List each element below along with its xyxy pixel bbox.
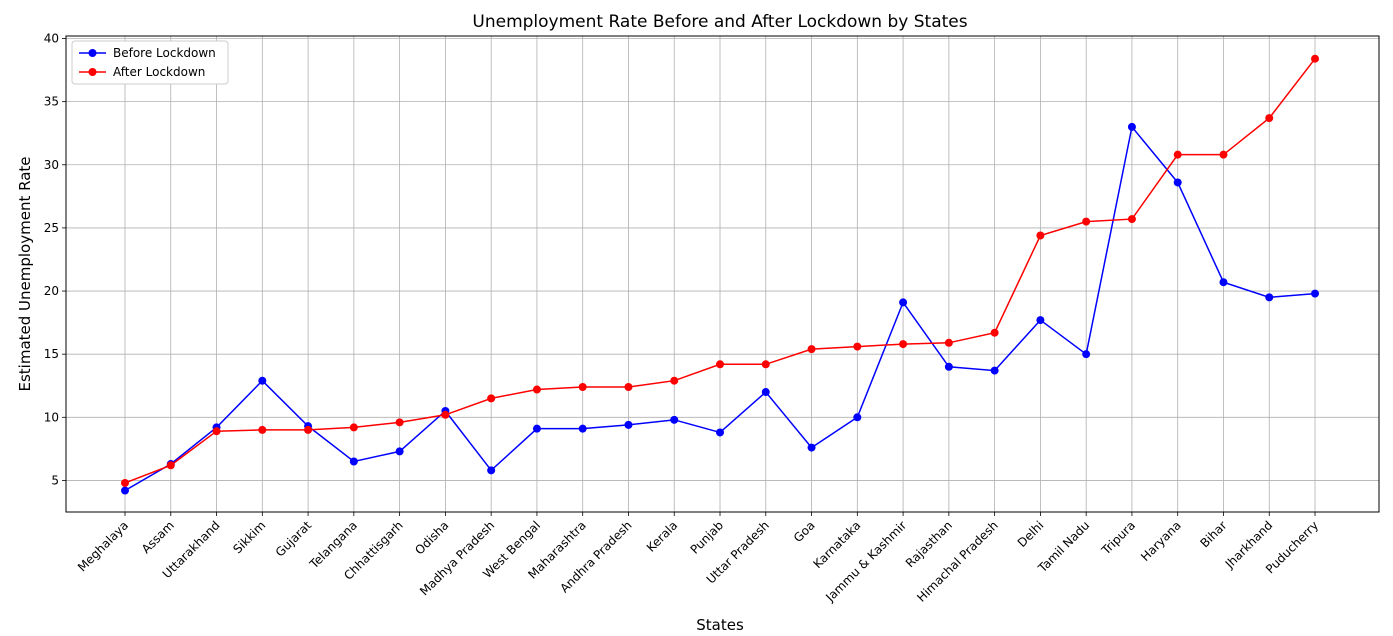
data-point-after-lockdown	[258, 425, 267, 434]
data-point-before-lockdown	[670, 415, 679, 424]
data-point-before-lockdown	[899, 298, 908, 307]
data-point-after-lockdown	[532, 385, 541, 394]
data-point-before-lockdown	[578, 424, 587, 433]
y-tick-label: 35	[44, 95, 59, 109]
data-point-before-lockdown	[1311, 289, 1320, 298]
data-point-before-lockdown	[487, 466, 496, 475]
legend: Before Lockdown After Lockdown	[71, 40, 229, 85]
y-tick-label: 25	[44, 221, 59, 235]
data-point-after-lockdown	[853, 342, 862, 351]
data-point-after-lockdown	[1127, 215, 1136, 224]
data-point-before-lockdown	[1219, 278, 1228, 287]
series-layer	[121, 54, 1320, 495]
y-tick-label: 5	[51, 473, 59, 487]
legend-label-before-lockdown: Before Lockdown	[113, 46, 216, 60]
data-point-before-lockdown	[807, 443, 816, 452]
data-point-after-lockdown	[944, 338, 953, 347]
data-point-after-lockdown	[716, 360, 725, 369]
data-point-before-lockdown	[349, 457, 358, 466]
data-point-before-lockdown	[1036, 316, 1045, 325]
data-point-before-lockdown	[1127, 122, 1136, 131]
legend-box	[71, 40, 229, 85]
y-tick-label: 15	[44, 347, 59, 361]
chart-title: Unemployment Rate Before and After Lockd…	[472, 12, 967, 32]
data-point-before-lockdown	[990, 366, 999, 375]
data-point-after-lockdown	[624, 383, 633, 392]
data-point-before-lockdown	[1082, 350, 1091, 359]
legend-marker-after-lockdown	[88, 68, 97, 76]
data-point-after-lockdown	[1173, 150, 1182, 159]
y-tick-label: 10	[44, 410, 59, 424]
data-point-after-lockdown	[990, 328, 999, 337]
data-point-before-lockdown	[624, 420, 633, 429]
data-point-after-lockdown	[1219, 150, 1228, 159]
x-axis-title: States	[696, 616, 744, 634]
y-tick-label: 30	[44, 158, 59, 172]
data-point-before-lockdown	[258, 376, 267, 385]
data-point-after-lockdown	[1311, 54, 1320, 63]
y-axis-ticks: 5 10 15 20 25 30 35 40	[44, 32, 66, 487]
legend-marker-before-lockdown	[88, 49, 97, 57]
data-point-before-lockdown	[944, 362, 953, 371]
y-tick-label: 40	[44, 32, 59, 46]
data-point-after-lockdown	[487, 394, 496, 403]
data-point-before-lockdown	[395, 447, 404, 456]
legend-label-after-lockdown: After Lockdown	[113, 65, 205, 79]
data-point-after-lockdown	[304, 425, 313, 434]
data-point-before-lockdown	[853, 413, 862, 422]
data-point-before-lockdown	[1173, 178, 1182, 187]
data-point-after-lockdown	[578, 383, 587, 392]
data-point-after-lockdown	[807, 345, 816, 354]
data-point-after-lockdown	[349, 423, 358, 432]
data-point-after-lockdown	[212, 427, 221, 436]
data-point-before-lockdown	[121, 486, 129, 495]
y-axis-title: Estimated Unemployment Rate	[16, 156, 34, 391]
data-point-after-lockdown	[761, 360, 770, 369]
data-point-after-lockdown	[1036, 231, 1045, 240]
data-point-after-lockdown	[395, 418, 404, 427]
plot-frame	[65, 35, 1380, 513]
y-tick-label: 20	[44, 284, 59, 298]
data-point-before-lockdown	[1265, 293, 1274, 302]
data-point-after-lockdown	[166, 461, 175, 470]
data-point-after-lockdown	[121, 478, 129, 487]
data-point-before-lockdown	[761, 388, 770, 397]
data-point-after-lockdown	[899, 340, 908, 349]
data-point-before-lockdown	[716, 428, 725, 437]
data-point-after-lockdown	[441, 410, 450, 419]
data-point-before-lockdown	[532, 424, 541, 433]
data-point-after-lockdown	[1265, 114, 1274, 123]
data-point-after-lockdown	[670, 376, 679, 385]
data-point-after-lockdown	[1082, 217, 1091, 226]
